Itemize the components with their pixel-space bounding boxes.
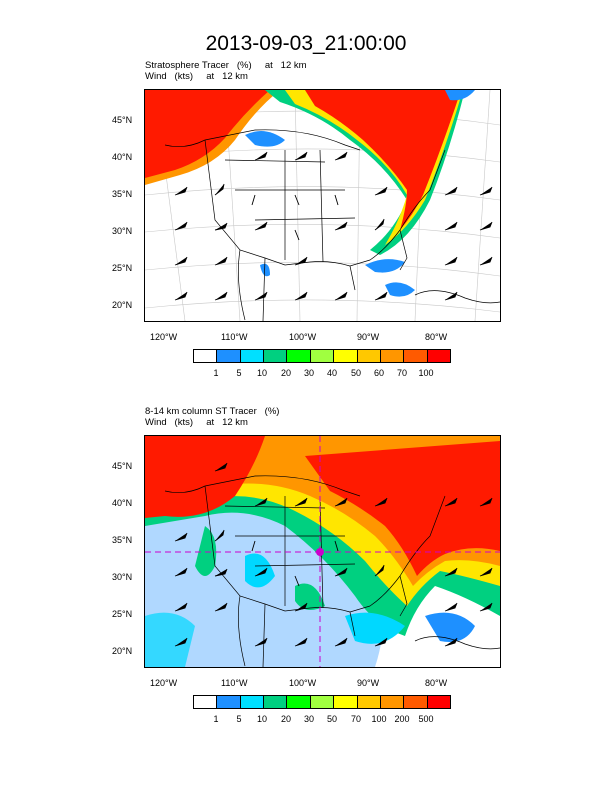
panel1-subtitle-1: Stratosphere Tracer (%) at 12 km bbox=[145, 60, 307, 71]
colorbar-swatch bbox=[380, 350, 405, 362]
panel2-lon-label: 90°W bbox=[357, 678, 380, 688]
panel2-colorbar bbox=[193, 695, 451, 709]
colorbar-label: 100 bbox=[418, 368, 434, 378]
colorbar-label: 20 bbox=[280, 368, 292, 378]
colorbar-label: 60 bbox=[373, 368, 385, 378]
panel2-lat-label: 25°N bbox=[112, 609, 133, 619]
panel1-lon-label: 80°W bbox=[425, 332, 448, 342]
panel2-lat-label: 30°N bbox=[112, 572, 133, 582]
panel2-lat-label: 40°N bbox=[112, 498, 133, 508]
panel1-lat-label: 20°N bbox=[112, 300, 133, 310]
panel1-colorbar bbox=[193, 349, 451, 363]
panel2-borders bbox=[164, 475, 500, 667]
panel1-wind-barbs bbox=[174, 151, 493, 301]
panel1-lat-label: 40°N bbox=[112, 152, 133, 162]
colorbar-swatch bbox=[357, 350, 381, 362]
colorbar-label: 200 bbox=[394, 714, 410, 724]
colorbar-label: 40 bbox=[326, 368, 338, 378]
colorbar-label: 50 bbox=[326, 714, 338, 724]
panel2-tracer-field bbox=[145, 436, 500, 667]
colorbar-swatch bbox=[404, 696, 428, 708]
colorbar-swatch bbox=[264, 696, 288, 708]
colorbar-label: 1 bbox=[213, 368, 219, 378]
colorbar-label: 30 bbox=[303, 368, 315, 378]
panel1-tracer-field bbox=[145, 90, 475, 297]
panel1-subtitle-2: Wind (kts) at 12 km bbox=[145, 71, 248, 82]
colorbar-swatch bbox=[217, 350, 241, 362]
colorbar-swatch bbox=[217, 696, 241, 708]
panel1-lon-label: 120°W bbox=[150, 332, 178, 342]
panel1-lat-label: 35°N bbox=[112, 189, 133, 199]
panel1-lat-label: 25°N bbox=[112, 263, 133, 273]
colorbar-swatch bbox=[310, 350, 335, 362]
panel1-map-svg bbox=[145, 90, 500, 321]
colorbar-swatch bbox=[334, 696, 358, 708]
panel2-lat-label: 20°N bbox=[112, 646, 133, 656]
panel1-lon-label: 110°W bbox=[221, 332, 248, 342]
colorbar-label: 5 bbox=[236, 368, 242, 378]
colorbar-swatch bbox=[194, 350, 218, 362]
colorbar-swatch bbox=[310, 696, 335, 708]
colorbar-label: 50 bbox=[350, 368, 362, 378]
colorbar-label: 500 bbox=[418, 714, 434, 724]
colorbar-label: 30 bbox=[303, 714, 315, 724]
panel1-borders bbox=[164, 129, 500, 321]
colorbar-swatch bbox=[194, 696, 218, 708]
panel2-lon-label: 80°W bbox=[425, 678, 448, 688]
panel2-lat-label: 45°N bbox=[112, 461, 133, 471]
colorbar-label: 1 bbox=[213, 714, 219, 724]
colorbar-label: 20 bbox=[280, 714, 292, 724]
location-marker bbox=[316, 548, 324, 556]
panel2-subtitle-1: 8-14 km column ST Tracer (%) bbox=[145, 406, 280, 417]
page-title: 2013-09-03_21:00:00 bbox=[205, 32, 407, 55]
panel2-map-svg bbox=[145, 436, 500, 667]
colorbar-swatch bbox=[264, 350, 288, 362]
colorbar-label: 70 bbox=[350, 714, 362, 724]
colorbar-label: 100 bbox=[371, 714, 387, 724]
colorbar-label: 10 bbox=[256, 714, 268, 724]
colorbar-swatch bbox=[240, 696, 265, 708]
panel1-lat-label: 30°N bbox=[112, 226, 133, 236]
colorbar-label: 10 bbox=[256, 368, 268, 378]
panel2-lon-label: 100°W bbox=[289, 678, 317, 688]
panel2-map bbox=[144, 435, 501, 668]
panel1-map bbox=[144, 89, 501, 322]
panel2-wind-barbs bbox=[174, 462, 493, 647]
colorbar-swatch bbox=[287, 350, 311, 362]
panel1-lon-label: 90°W bbox=[357, 332, 380, 342]
colorbar-swatch bbox=[427, 696, 450, 708]
colorbar-swatch bbox=[240, 350, 265, 362]
panel2-lon-label: 120°W bbox=[150, 678, 178, 688]
colorbar-swatch bbox=[334, 350, 358, 362]
panel1-lon-label: 100°W bbox=[289, 332, 317, 342]
colorbar-swatch bbox=[427, 350, 450, 362]
panel2-subtitle-2: Wind (kts) at 12 km bbox=[145, 417, 248, 428]
colorbar-label: 5 bbox=[236, 714, 242, 724]
panel1-lat-label: 45°N bbox=[112, 115, 133, 125]
panel2-lat-label: 35°N bbox=[112, 535, 133, 545]
colorbar-swatch bbox=[287, 696, 311, 708]
colorbar-swatch bbox=[404, 350, 428, 362]
panel2-lon-label: 110°W bbox=[221, 678, 248, 688]
colorbar-swatch bbox=[380, 696, 405, 708]
colorbar-label: 70 bbox=[396, 368, 408, 378]
colorbar-swatch bbox=[357, 696, 381, 708]
